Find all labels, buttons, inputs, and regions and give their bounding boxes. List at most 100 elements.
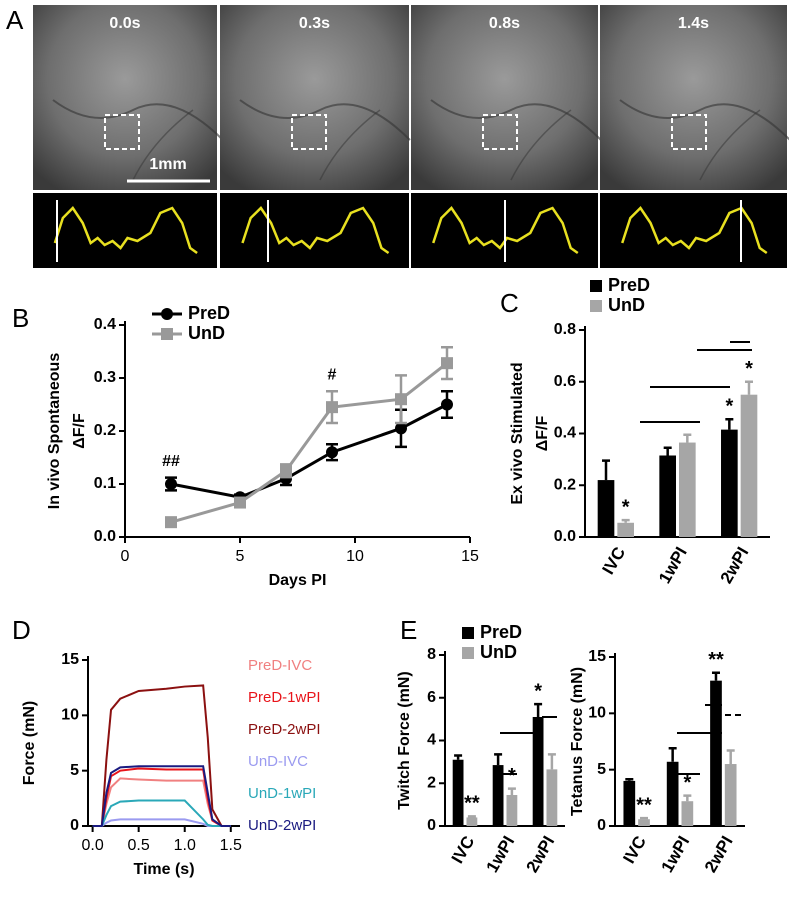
- y-axis-label: Twitch Force (mN): [396, 671, 413, 809]
- trace: [432, 206, 579, 255]
- vessel: [319, 109, 381, 181]
- marker: [441, 398, 453, 411]
- y-tick-label: 0: [597, 817, 606, 834]
- bar: [740, 394, 758, 537]
- x-tick-label: 1.5: [220, 837, 242, 854]
- x-tick-label: 0.0: [81, 837, 103, 854]
- bar: [666, 761, 679, 826]
- error-bar: [725, 418, 734, 430]
- bar: [623, 780, 636, 826]
- bar: [681, 801, 694, 826]
- bar: [532, 716, 544, 826]
- marker: [165, 478, 177, 490]
- frame-time: 1.4s: [678, 15, 709, 32]
- marker: [395, 393, 407, 406]
- x-tick-label: IVC: [599, 544, 630, 578]
- x-tick-label: 0: [121, 548, 130, 565]
- error-bar: [494, 753, 503, 766]
- y-tick-label: 0.3: [94, 369, 116, 386]
- y-tick-label: 10: [61, 707, 79, 724]
- error-bar: [640, 816, 649, 820]
- bar: [721, 429, 738, 537]
- vessel: [619, 99, 789, 141]
- trace-box: [220, 193, 409, 268]
- bar: [452, 759, 464, 826]
- y-axis-label: In vivo Spontaneous: [46, 353, 63, 510]
- y-axis-label: Force (mN): [21, 701, 38, 785]
- y-tick-label: 0.4: [94, 316, 116, 333]
- bar: [466, 817, 478, 826]
- y-axis-label: Ex vivo Stimulated: [509, 362, 526, 504]
- roi-box: [671, 114, 707, 150]
- x-axis-label: Days PI: [269, 572, 327, 589]
- legend-swatch: [590, 300, 602, 312]
- x-tick-label: 2wPI: [717, 544, 753, 587]
- legend-label: UnD-2wPI: [248, 817, 316, 834]
- bar: [597, 480, 615, 537]
- y-axis-label: ΔF/F: [534, 416, 551, 452]
- series-line: [170, 361, 448, 524]
- y-tick-label: 4: [427, 732, 436, 749]
- y-tick-label: 0.0: [554, 528, 576, 545]
- y-tick-label: 8: [427, 646, 436, 663]
- bar: [546, 769, 558, 826]
- y-tick-label: 0.2: [94, 422, 116, 439]
- series-line: [170, 403, 448, 499]
- bar: [492, 765, 504, 826]
- frame-time: 0.8s: [489, 15, 520, 32]
- legend-label: PreD: [480, 622, 522, 642]
- y-tick-label: 0.4: [554, 425, 576, 442]
- bar: [617, 522, 634, 537]
- error-bar: [711, 671, 720, 681]
- error-bar: [454, 754, 463, 760]
- error-bar: [602, 459, 611, 481]
- legend-label: PreD: [608, 275, 650, 295]
- legend-marker: [161, 328, 173, 340]
- error-bar: [683, 433, 692, 443]
- bar: [506, 795, 518, 826]
- bar: [659, 455, 676, 537]
- y-tick-label: 6: [427, 689, 436, 706]
- x-tick-label: 1.0: [174, 837, 196, 854]
- panel-letter: E: [400, 615, 417, 645]
- significance: *: [622, 496, 630, 518]
- legend-label: UnD: [188, 323, 225, 343]
- significance: **: [708, 649, 724, 671]
- image-frame: [411, 5, 598, 190]
- significance: *: [508, 765, 516, 787]
- legend-swatch: [462, 647, 474, 659]
- x-tick-label: IVC: [448, 833, 479, 867]
- x-tick-label: 2wPI: [523, 833, 559, 876]
- error-bar: [744, 380, 753, 395]
- scale-bar-label: 1mm: [149, 156, 186, 173]
- significance: #: [328, 366, 337, 383]
- bar: [710, 680, 722, 826]
- roi-box: [104, 114, 140, 150]
- legend-label: UnD: [608, 295, 645, 315]
- vessel: [132, 109, 194, 181]
- significance: *: [683, 772, 691, 794]
- x-tick-label: 10: [346, 548, 364, 565]
- y-tick-label: 10: [588, 705, 606, 722]
- error-bar: [668, 747, 677, 762]
- x-tick-label: 15: [461, 548, 479, 565]
- x-tick-label: 2wPI: [701, 833, 737, 876]
- significance: *: [534, 680, 542, 702]
- y-tick-label: 2: [427, 774, 436, 791]
- y-tick-label: 0.6: [554, 373, 576, 390]
- vessel: [510, 109, 572, 181]
- y-tick-label: 5: [597, 761, 606, 778]
- y-tick-label: 15: [588, 648, 606, 665]
- roi-box: [482, 114, 518, 150]
- marker: [326, 401, 338, 414]
- y-tick-label: 0: [70, 817, 79, 834]
- error-bar: [467, 815, 476, 818]
- error-bar: [507, 787, 516, 796]
- panel-letter: B: [12, 303, 29, 333]
- bar: [679, 442, 696, 537]
- significance: *: [745, 358, 753, 380]
- bar: [724, 764, 737, 826]
- legend-swatch: [590, 280, 602, 292]
- error-bar: [547, 753, 556, 770]
